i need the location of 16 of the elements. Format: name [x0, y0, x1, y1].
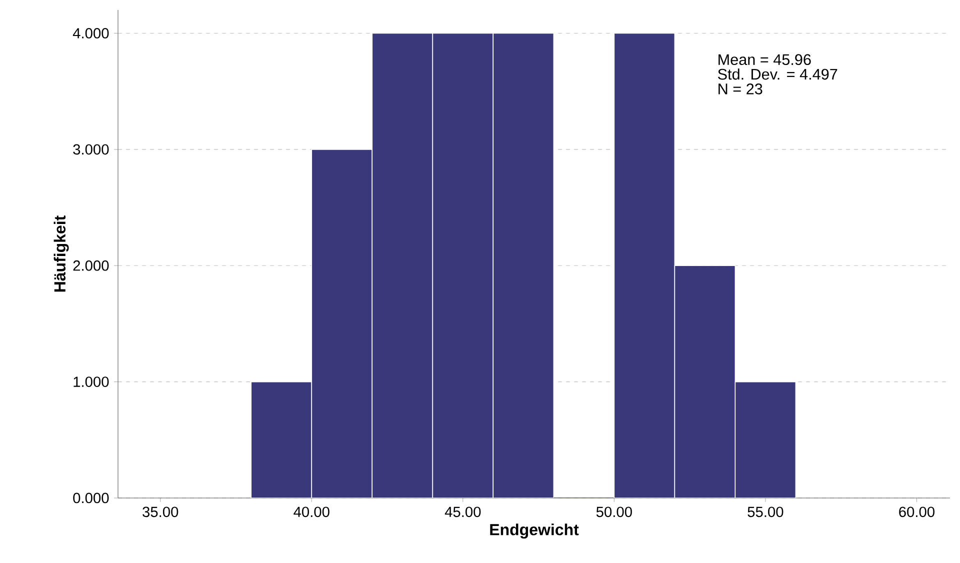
y-tick-label: 3.000: [73, 144, 109, 155]
x-tick-label: 60.00: [899, 506, 934, 518]
x-axis-title: Endgewicht: [490, 524, 579, 539]
x-tick-label: 35.00: [142, 506, 178, 518]
annotation: Std. Dev. = 4.497: [718, 68, 838, 80]
x-tick-label: 40.00: [294, 506, 330, 518]
x-tick-label: 55.00: [748, 506, 784, 518]
annotation: Mean = 45.96: [718, 54, 811, 66]
x-tick-label: 50.00: [596, 506, 632, 518]
y-tick-label: 4.000: [72, 28, 109, 38]
y-axis-title: Häufigkeit: [54, 216, 69, 292]
y-tick-label: 1.000: [74, 376, 109, 387]
x-tick-label: 45.00: [444, 506, 481, 518]
y-tick-label: 0.000: [73, 492, 109, 504]
annotation: N = 23: [718, 84, 762, 94]
y-tick-label: 2.000: [73, 260, 109, 271]
